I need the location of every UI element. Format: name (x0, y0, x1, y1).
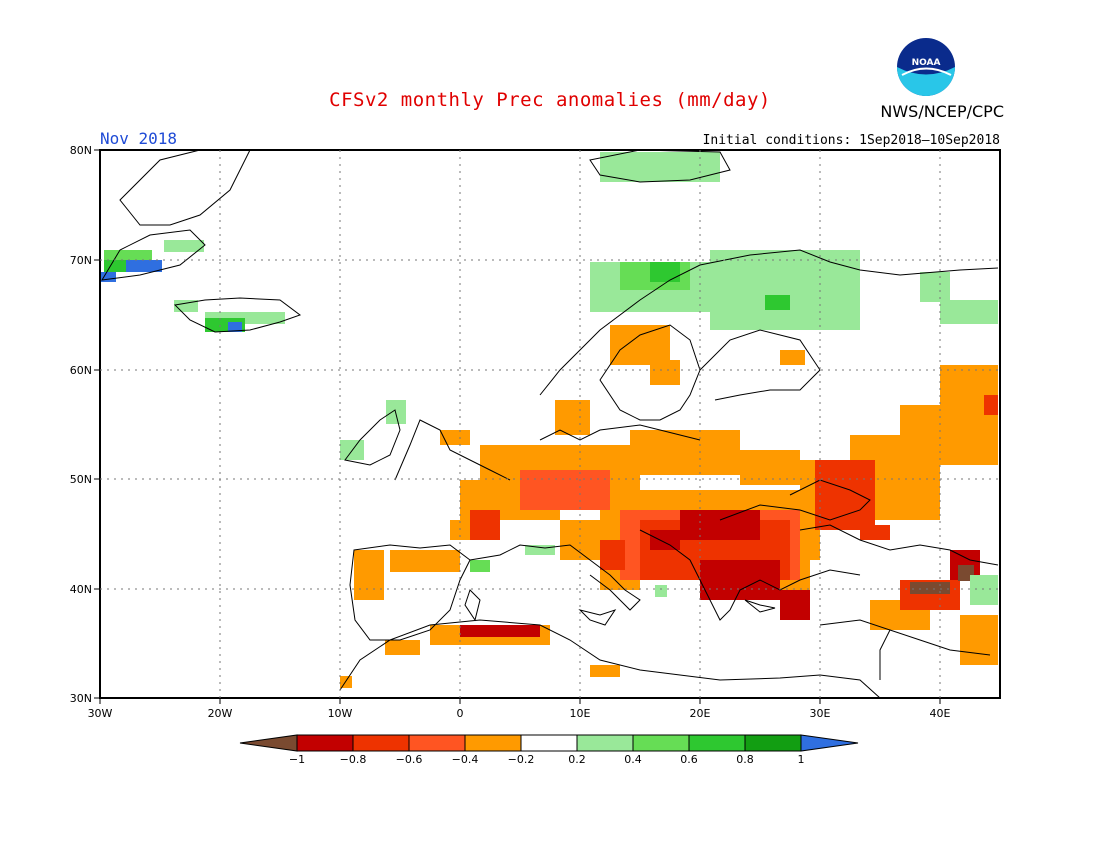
colorbar-arrow-right (800, 734, 859, 752)
lat-tick-label: 40N (70, 583, 92, 596)
colorbar-swatch (352, 734, 410, 752)
lon-tick-label: 10W (328, 707, 353, 720)
colorbar-tick-label: −0.4 (452, 753, 479, 766)
colorbar-swatch (520, 734, 578, 752)
graticule (100, 150, 1000, 698)
lon-tick-label: 30E (810, 707, 831, 720)
coastlines (101, 149, 999, 699)
lat-tick-label: 70N (70, 254, 92, 267)
colorbar-swatch (464, 734, 522, 752)
lat-tick-label: 60N (70, 364, 92, 377)
colorbar-tick-label: 0.6 (680, 753, 698, 766)
axis-ticks (94, 149, 941, 704)
colorbar-tick-label: −0.2 (508, 753, 535, 766)
colorbar-tick-label: 0.2 (568, 753, 586, 766)
colorbar-swatch (632, 734, 690, 752)
anomaly-cells (100, 152, 998, 688)
agency-label: NWS/NCEP/CPC (880, 102, 1004, 121)
colorbar-tick-label: 1 (798, 753, 805, 766)
colorbar-swatch (296, 734, 354, 752)
colorbar-tick-label: −1 (289, 753, 305, 766)
colorbar-arrow-left (239, 734, 298, 752)
lat-tick-label: 80N (70, 144, 92, 157)
colorbar-swatch (576, 734, 634, 752)
lon-tick-label: 20W (208, 707, 233, 720)
lon-tick-label: 10E (570, 707, 591, 720)
colorbar-swatch (408, 734, 466, 752)
map-frame (99, 149, 1001, 699)
lat-tick-label: 30N (70, 692, 92, 705)
lat-tick-label: 50N (70, 473, 92, 486)
noaa-logo-text: NOAA (912, 58, 941, 68)
lon-tick-label: 40E (930, 707, 951, 720)
valid-month-label: Nov 2018 (100, 129, 178, 148)
colorbar-tick-label: −0.8 (340, 753, 367, 766)
lon-tick-label: 0 (457, 707, 464, 720)
lon-tick-label: 30W (88, 707, 113, 720)
colorbar-tick-label: 0.8 (736, 753, 754, 766)
colorbar-tick-label: −0.6 (396, 753, 423, 766)
colorbar-tick-label: 0.4 (624, 753, 642, 766)
map-title: CFSv2 monthly Prec anomalies (mm/day) (329, 89, 771, 111)
noaa-logo: NOAA (897, 38, 955, 96)
colorbar-swatch (744, 734, 802, 752)
colorbar: −1 −0.8 −0.6 −0.4 −0.2 0.2 0.4 0.6 0.8 1 (239, 734, 859, 766)
lon-tick-label: 20E (690, 707, 711, 720)
colorbar-swatch (688, 734, 746, 752)
initial-conditions-label: Initial conditions: 1Sep2018–10Sep2018 (702, 133, 1000, 148)
